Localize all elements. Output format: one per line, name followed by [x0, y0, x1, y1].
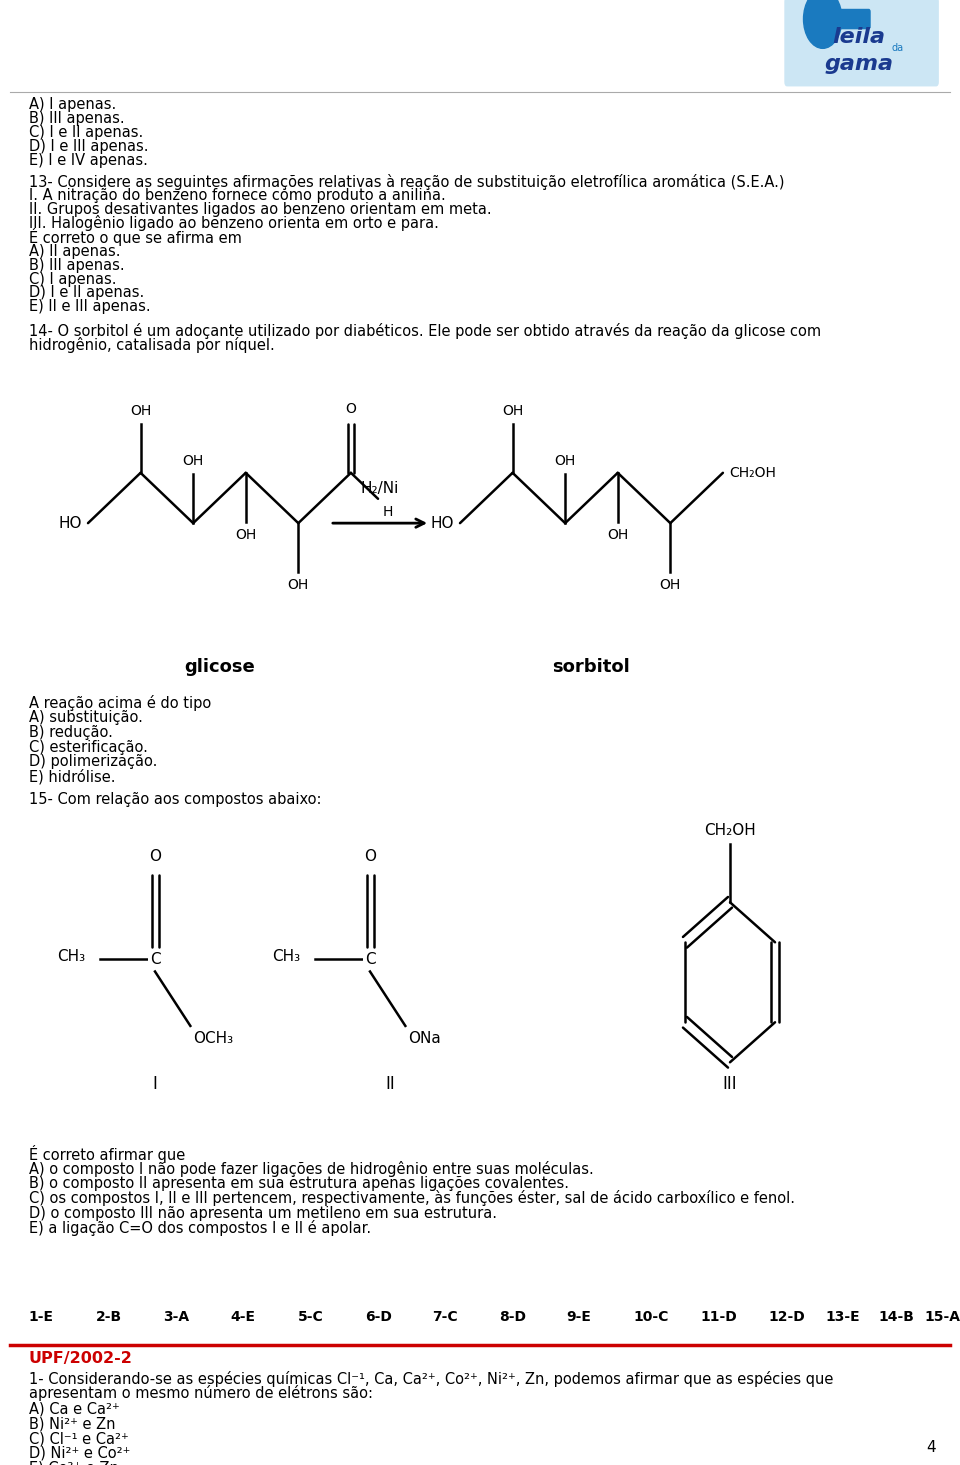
- Text: 11-D: 11-D: [701, 1310, 737, 1324]
- Text: E) hidrólise.: E) hidrólise.: [29, 769, 115, 784]
- Text: hidrogênio, catalisada por níquel.: hidrogênio, catalisada por níquel.: [29, 337, 275, 353]
- Text: C) I apenas.: C) I apenas.: [29, 271, 116, 287]
- Text: 6-D: 6-D: [365, 1310, 392, 1324]
- Text: apresentam o mesmo número de elétrons são:: apresentam o mesmo número de elétrons sã…: [29, 1386, 372, 1401]
- Text: 2-B: 2-B: [96, 1310, 122, 1324]
- Text: 1- Considerando-se as espécies químicas Cl⁻¹, Ca, Ca²⁺, Co²⁺, Ni²⁺, Zn, podemos : 1- Considerando-se as espécies químicas …: [29, 1371, 833, 1386]
- Text: I. A nitração do benzeno fornece como produto a anilina.: I. A nitração do benzeno fornece como pr…: [29, 188, 445, 204]
- Text: 10-C: 10-C: [634, 1310, 669, 1324]
- Text: 13- Considere as seguintes afirmações relativas à reação de substituição eletrof: 13- Considere as seguintes afirmações re…: [29, 174, 784, 189]
- Text: 15-A: 15-A: [924, 1310, 960, 1324]
- Text: da: da: [892, 44, 903, 53]
- Text: D) I e II apenas.: D) I e II apenas.: [29, 286, 144, 300]
- Text: 4: 4: [926, 1440, 936, 1455]
- Text: E) a ligação C=O dos compostos I e II é apolar.: E) a ligação C=O dos compostos I e II é …: [29, 1220, 371, 1235]
- Text: UPF/2002-2: UPF/2002-2: [29, 1351, 132, 1365]
- Text: III. Halogênio ligado ao benzeno orienta em orto e para.: III. Halogênio ligado ao benzeno orienta…: [29, 215, 439, 231]
- Text: 13-E: 13-E: [826, 1310, 860, 1324]
- FancyBboxPatch shape: [833, 9, 871, 29]
- Text: C) esterificação.: C) esterificação.: [29, 740, 148, 754]
- Text: C) os compostos I, II e III pertencem, respectivamente, às funções éster, sal de: C) os compostos I, II e III pertencem, r…: [29, 1191, 795, 1206]
- Text: A) I apenas.: A) I apenas.: [29, 97, 116, 113]
- Text: 14- O sorbitol é um adoçante utilizado por diabéticos. Ele pode ser obtido atrav: 14- O sorbitol é um adoçante utilizado p…: [29, 324, 821, 338]
- Text: A) Ca e Ca²⁺: A) Ca e Ca²⁺: [29, 1402, 120, 1417]
- Text: C) I e II apenas.: C) I e II apenas.: [29, 125, 143, 141]
- Text: E) Co²⁺ e Zn: E) Co²⁺ e Zn: [29, 1461, 119, 1465]
- Text: É correto o que se afirma em: É correto o que se afirma em: [29, 229, 242, 246]
- Text: A) substituição.: A) substituição.: [29, 711, 143, 725]
- Text: C) Cl⁻¹ e Ca²⁺: C) Cl⁻¹ e Ca²⁺: [29, 1431, 129, 1446]
- FancyBboxPatch shape: [784, 0, 939, 86]
- Text: B) III apenas.: B) III apenas.: [29, 258, 125, 272]
- Text: 9-E: 9-E: [566, 1310, 591, 1324]
- Text: B) o composto II apresenta em sua estrutura apenas ligações covalentes.: B) o composto II apresenta em sua estrut…: [29, 1176, 568, 1191]
- Text: D) polimerização.: D) polimerização.: [29, 754, 157, 769]
- Text: 5-C: 5-C: [298, 1310, 324, 1324]
- Text: 1-E: 1-E: [29, 1310, 54, 1324]
- Text: 3-A: 3-A: [163, 1310, 189, 1324]
- Text: A) II apenas.: A) II apenas.: [29, 243, 120, 259]
- Text: D) o composto III não apresenta um metileno em sua estrutura.: D) o composto III não apresenta um metil…: [29, 1206, 497, 1220]
- Text: 7-C: 7-C: [432, 1310, 458, 1324]
- Text: D) I e III apenas.: D) I e III apenas.: [29, 139, 148, 154]
- Text: 14-B: 14-B: [878, 1310, 914, 1324]
- Text: 4-E: 4-E: [230, 1310, 255, 1324]
- Text: B) redução.: B) redução.: [29, 725, 112, 740]
- Text: B) Ni²⁺ e Zn: B) Ni²⁺ e Zn: [29, 1417, 115, 1431]
- Text: leila: leila: [832, 26, 886, 47]
- Text: É correto afirmar que: É correto afirmar que: [29, 1146, 185, 1163]
- Text: A reação acima é do tipo: A reação acima é do tipo: [29, 696, 211, 711]
- Text: 12-D: 12-D: [768, 1310, 804, 1324]
- Text: gama: gama: [825, 54, 894, 75]
- Text: E) I e IV apenas.: E) I e IV apenas.: [29, 152, 148, 168]
- Text: E) II e III apenas.: E) II e III apenas.: [29, 299, 151, 315]
- Text: B) III apenas.: B) III apenas.: [29, 111, 125, 126]
- Text: 15- Com relação aos compostos abaixo:: 15- Com relação aos compostos abaixo:: [29, 793, 322, 807]
- Text: II. Grupos desativantes ligados ao benzeno orientam em meta.: II. Grupos desativantes ligados ao benze…: [29, 202, 492, 217]
- Circle shape: [804, 0, 842, 48]
- Text: 8-D: 8-D: [499, 1310, 526, 1324]
- Text: A) o composto I não pode fazer ligações de hidrogênio entre suas moléculas.: A) o composto I não pode fazer ligações …: [29, 1162, 593, 1176]
- Text: D) Ni²⁺ e Co²⁺: D) Ni²⁺ e Co²⁺: [29, 1446, 131, 1461]
